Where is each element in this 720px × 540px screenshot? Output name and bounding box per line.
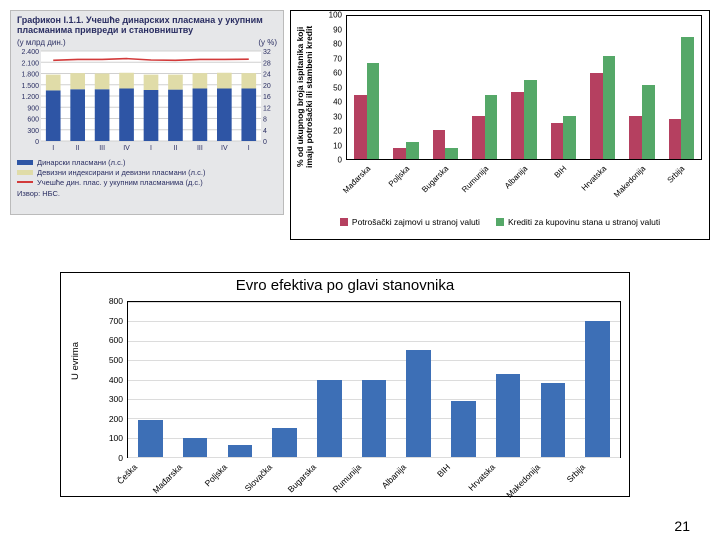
bar xyxy=(629,116,642,159)
bar xyxy=(524,80,537,159)
right-axis-unit: (у %) xyxy=(258,38,277,47)
x-label: Rumunija xyxy=(460,164,490,194)
bar xyxy=(367,63,380,159)
chart2-title: Evro efektiva po glavi stanovnika xyxy=(61,277,629,294)
x-label: Albanija xyxy=(379,462,407,490)
svg-text:IV: IV xyxy=(221,145,228,152)
x-label: Hrvatska xyxy=(579,164,608,193)
bar xyxy=(433,130,446,159)
x-label: Makedonija xyxy=(504,462,542,500)
bar xyxy=(406,350,431,457)
bar xyxy=(354,95,367,159)
chart1-plot-area: 0102030405060708090100 xyxy=(320,15,706,160)
embedded-macro-chart: Графикон I.1.1. Учешће динарских пласман… xyxy=(10,10,284,215)
svg-text:2.400: 2.400 xyxy=(21,49,39,56)
chart2-plot-area: 0100200300400500600700800 xyxy=(101,301,621,458)
chart1-y-axis-label: % od ukupnog broja ispitanika kojiimaju … xyxy=(296,26,315,168)
embedded-chart-title: Графикон I.1.1. Учешће динарских пласман… xyxy=(11,11,283,38)
bar xyxy=(681,37,694,159)
x-label: Poljska xyxy=(202,462,228,488)
bar xyxy=(228,445,253,457)
legend-item-consumer: Potrošački zajmovi u stranoj valuti xyxy=(340,217,480,227)
bar xyxy=(511,92,524,159)
embedded-chart-plot: 0 300 600 900 1.200 1.500 1.800 2.100 2.400 0 4 8 12… xyxy=(11,49,283,155)
left-axis-unit: (у млрд дин.) xyxy=(17,38,66,47)
chart1-legend: Potrošački zajmovi u stranoj valuti Kred… xyxy=(300,210,700,234)
bar xyxy=(406,142,419,159)
bar xyxy=(393,148,406,159)
x-label: Bugarska xyxy=(286,462,318,494)
svg-text:600: 600 xyxy=(27,116,39,123)
svg-text:1.500: 1.500 xyxy=(21,82,39,89)
svg-text:8: 8 xyxy=(263,116,267,123)
x-label: BIH xyxy=(553,164,569,180)
bar xyxy=(642,85,655,159)
bar xyxy=(585,321,610,457)
x-label: Češka xyxy=(115,462,139,486)
bar xyxy=(445,148,458,159)
embedded-chart-units: (у млрд дин.) (у %) xyxy=(11,38,283,49)
x-label: Srbija xyxy=(564,462,586,484)
embedded-chart-legend: Динарски пласмани (л.с.) Девизни индекси… xyxy=(11,155,283,187)
bar xyxy=(590,73,603,159)
bar xyxy=(317,380,342,458)
svg-text:32: 32 xyxy=(263,49,271,56)
x-label: Poljska xyxy=(387,164,412,189)
svg-text:24: 24 xyxy=(263,71,271,78)
svg-text:III: III xyxy=(197,145,203,152)
x-label: Makedonija xyxy=(612,164,647,199)
chart2-y-axis-label: U evrima xyxy=(70,342,81,380)
bar xyxy=(472,116,485,159)
x-label: Bugarska xyxy=(420,164,450,194)
chart2-x-labels: Češka Mađarska Poljska Slovačka Bugarska Rumu… xyxy=(110,460,610,496)
svg-text:4: 4 xyxy=(263,127,267,134)
bar xyxy=(485,95,498,159)
svg-text:III: III xyxy=(99,145,105,152)
svg-text:1.800: 1.800 xyxy=(21,71,39,78)
x-label: Slovačka xyxy=(242,462,273,493)
svg-text:0: 0 xyxy=(35,139,39,146)
bar xyxy=(451,401,476,457)
svg-text:20: 20 xyxy=(263,82,271,89)
svg-text:I: I xyxy=(248,145,250,152)
svg-text:2.100: 2.100 xyxy=(21,60,39,67)
x-label: Srbija xyxy=(666,164,687,185)
x-label: Rumunija xyxy=(331,462,363,494)
x-label: BIH xyxy=(435,462,452,479)
bar xyxy=(541,383,566,457)
x-label: Mađarska xyxy=(151,462,184,495)
svg-text:I: I xyxy=(150,145,152,152)
bar xyxy=(183,438,208,457)
legend-item-housing: Krediti za kupovinu stana u stranoj valu… xyxy=(496,217,660,227)
svg-text:I: I xyxy=(52,145,54,152)
x-label: Mađarska xyxy=(341,164,372,195)
bar xyxy=(669,119,682,159)
svg-text:16: 16 xyxy=(263,94,271,101)
x-label: Hrvatska xyxy=(466,462,497,493)
embedded-chart-source: Извор: НБС. xyxy=(11,187,283,200)
bar xyxy=(272,428,297,457)
bar xyxy=(563,116,576,159)
svg-text:II: II xyxy=(173,145,177,152)
svg-text:II: II xyxy=(76,145,80,152)
svg-text:12: 12 xyxy=(263,105,271,112)
bar xyxy=(138,420,163,457)
x-label: Albanija xyxy=(503,164,529,190)
chart1-x-labels: MađarskaPoljskaBugarskaRumunijaAlbanijaB… xyxy=(346,162,702,206)
bar xyxy=(603,56,616,159)
bar xyxy=(362,380,387,458)
svg-text:1.200: 1.200 xyxy=(21,94,39,101)
bar xyxy=(551,123,564,159)
svg-text:900: 900 xyxy=(27,105,39,112)
svg-text:28: 28 xyxy=(263,60,271,67)
svg-text:IV: IV xyxy=(123,145,130,152)
svg-text:0: 0 xyxy=(263,139,267,146)
page-number: 21 xyxy=(674,518,690,534)
svg-text:300: 300 xyxy=(27,127,39,134)
bar xyxy=(496,374,521,457)
